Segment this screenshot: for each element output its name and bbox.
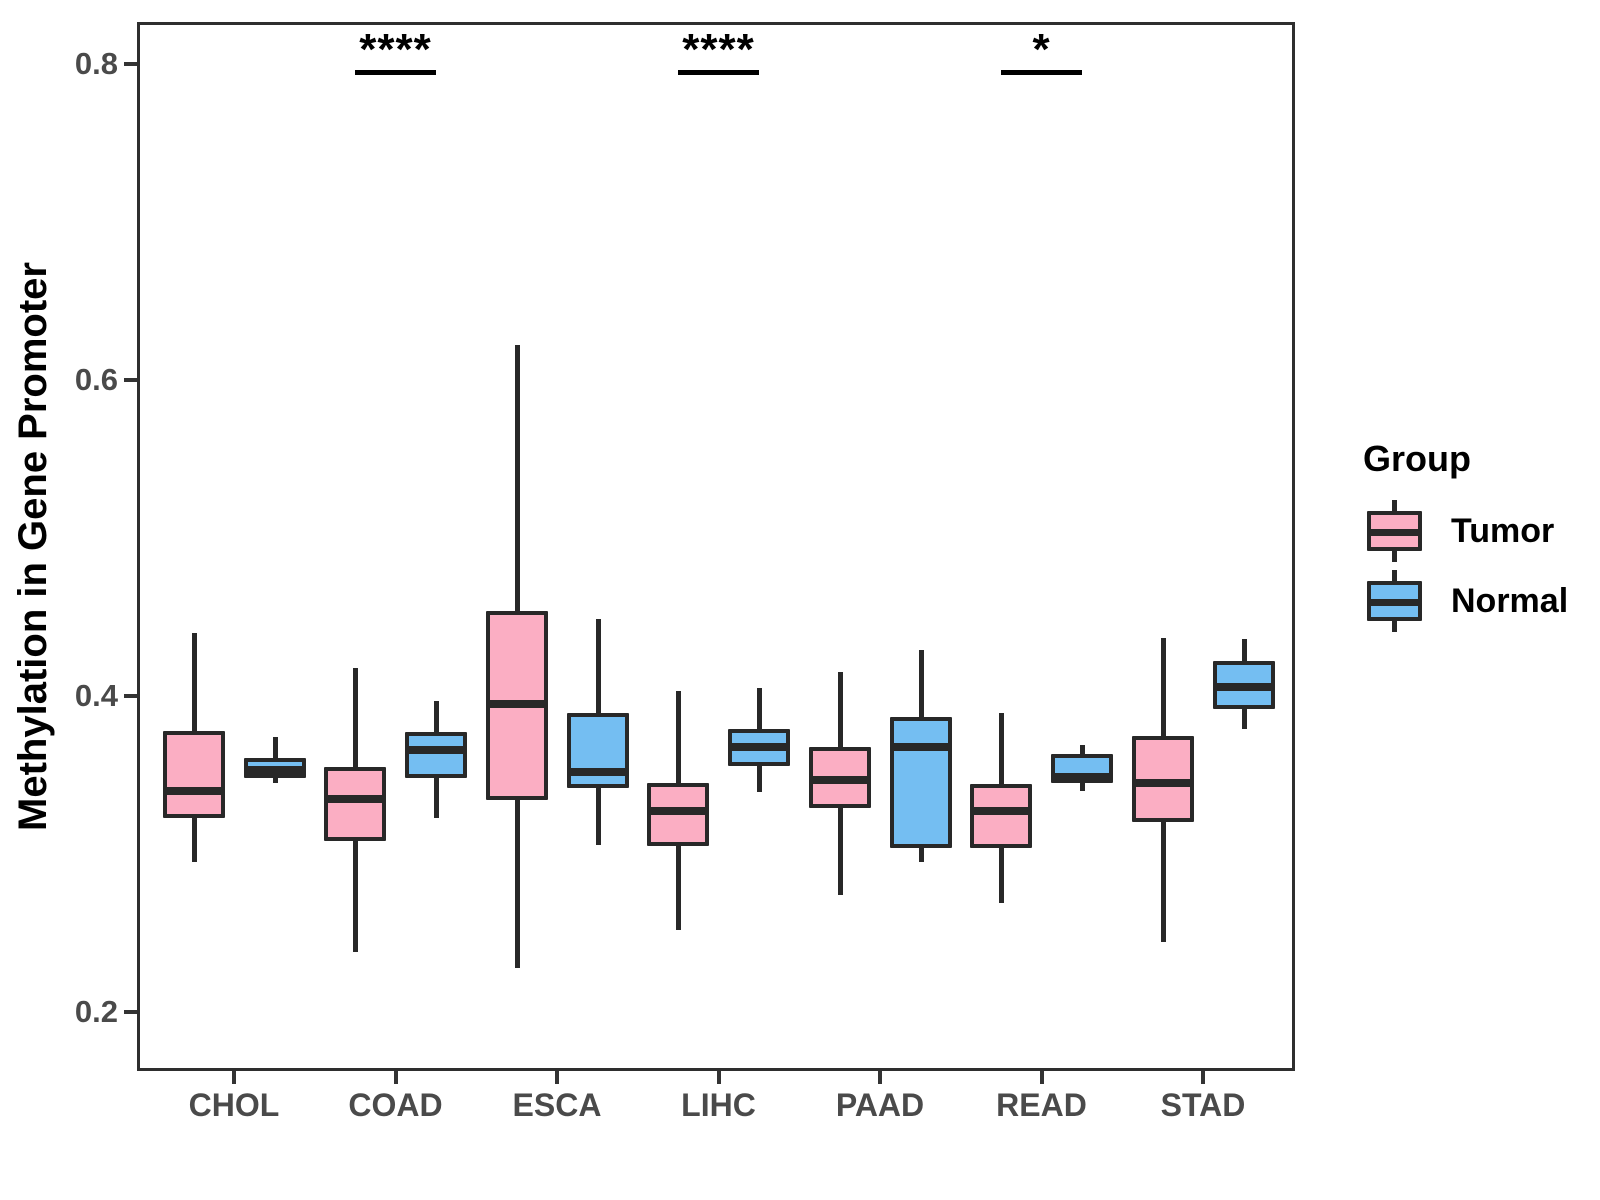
- y-tick-mark-0.8: [124, 62, 137, 66]
- plot-panel: [137, 22, 1295, 1071]
- box-normal-PAAD: [889, 716, 952, 848]
- normal-boxplot-key-icon: [1363, 568, 1427, 634]
- y-tick-label-0.4: 0.4: [74, 678, 118, 713]
- significance-label-READ: *: [1032, 25, 1051, 74]
- tumor-boxplot-key-icon: [1363, 498, 1427, 564]
- significance-label-LIHC: ****: [682, 25, 755, 74]
- x-tick-mark-STAD: [1201, 1071, 1205, 1084]
- median-normal-READ: [1051, 772, 1113, 781]
- median-tumor-CHOL: [162, 786, 225, 795]
- median-normal-PAAD: [889, 742, 952, 751]
- y-tick-label-0.6: 0.6: [74, 362, 118, 397]
- median-tumor-LIHC: [647, 807, 709, 816]
- significance-bar-COAD: [355, 70, 436, 75]
- median-tumor-STAD: [1131, 778, 1194, 787]
- significance-label-COAD: ****: [359, 25, 432, 74]
- x-tick-mark-PAAD: [878, 1071, 882, 1084]
- y-tick-label-0.8: 0.8: [74, 46, 118, 81]
- key-box: [1367, 511, 1422, 551]
- x-tick-mark-ESCA: [555, 1071, 559, 1084]
- x-tick-mark-COAD: [393, 1071, 398, 1084]
- x-tick-mark-READ: [1039, 1071, 1044, 1084]
- box-normal-ESCA: [566, 713, 629, 788]
- x-tick-mark-LIHC: [716, 1071, 721, 1084]
- median-normal-CHOL: [243, 766, 306, 775]
- box-normal-COAD: [405, 732, 467, 779]
- x-tick-label-STAD: STAD: [1160, 1087, 1246, 1123]
- median-normal-LIHC: [728, 742, 790, 751]
- legend-label-tumor: Tumor: [1451, 512, 1555, 550]
- key-median: [1371, 599, 1418, 606]
- legend: Group Tumor Normal: [1363, 438, 1593, 638]
- median-normal-ESCA: [566, 767, 629, 776]
- x-tick-mark-CHOL: [232, 1071, 236, 1084]
- median-normal-STAD: [1212, 682, 1275, 691]
- y-tick-label-0.2: 0.2: [74, 994, 118, 1029]
- x-tick-label-COAD: COAD: [348, 1087, 443, 1123]
- median-normal-COAD: [405, 745, 467, 754]
- y-tick-mark-0.2: [124, 1010, 137, 1014]
- key-median: [1371, 529, 1418, 536]
- legend-label-normal: Normal: [1451, 582, 1569, 620]
- box-tumor-CHOL: [162, 730, 225, 818]
- legend-title: Group: [1363, 438, 1471, 479]
- x-tick-label-LIHC: LIHC: [681, 1087, 756, 1123]
- y-axis-title-text: Methylation in Gene Promoter: [10, 262, 55, 831]
- median-tumor-ESCA: [485, 699, 548, 708]
- median-tumor-PAAD: [808, 775, 871, 784]
- x-tick-label-CHOL: CHOL: [188, 1087, 280, 1123]
- key-box: [1367, 581, 1422, 621]
- box-tumor-READ: [970, 784, 1032, 848]
- box-tumor-COAD: [324, 767, 386, 842]
- median-tumor-READ: [970, 807, 1032, 816]
- y-tick-mark-0.4: [124, 694, 137, 698]
- y-tick-mark-0.6: [124, 378, 137, 382]
- x-tick-label-READ: READ: [996, 1087, 1087, 1123]
- median-tumor-COAD: [324, 794, 386, 803]
- legend-item-tumor: Tumor: [1363, 498, 1593, 564]
- significance-bar-LIHC: [678, 70, 759, 75]
- y-axis-title: Methylation in Gene Promoter: [6, 22, 60, 1071]
- x-tick-label-PAAD: PAAD: [835, 1087, 925, 1123]
- x-tick-label-ESCA: ESCA: [512, 1087, 602, 1123]
- significance-bar-READ: [1001, 70, 1082, 75]
- legend-item-normal: Normal: [1363, 568, 1593, 634]
